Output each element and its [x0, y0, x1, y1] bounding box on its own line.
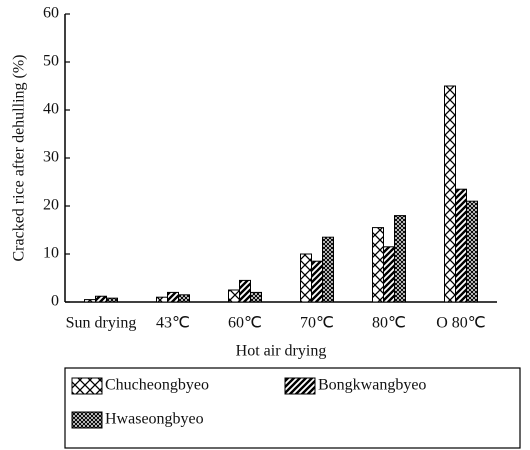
legend-label: Chucheongbyeo	[105, 377, 209, 394]
y-tick-label: 60	[43, 5, 59, 22]
bar	[322, 236, 334, 303]
x-tick-label: 60℃	[228, 315, 262, 332]
legend-swatch	[71, 377, 103, 395]
bar	[228, 289, 240, 303]
legend-box	[64, 367, 521, 449]
bar	[239, 279, 251, 303]
bar	[311, 260, 323, 303]
bar	[394, 215, 406, 303]
bar	[250, 291, 262, 303]
bar	[300, 253, 312, 303]
legend-swatch	[284, 377, 316, 395]
bar	[84, 299, 96, 303]
x-tick-label: 80℃	[372, 315, 406, 332]
y-tick-label: 20	[43, 197, 59, 214]
y-tick-label: 30	[43, 149, 59, 166]
bar	[444, 85, 456, 303]
y-tick-label: 40	[43, 101, 59, 118]
y-tick-label: 0	[51, 293, 59, 310]
bar	[383, 246, 395, 303]
x-tick-label: Sun drying	[66, 315, 137, 332]
y-tick-label: 10	[43, 245, 59, 262]
bar	[95, 295, 107, 303]
bar	[455, 188, 467, 303]
x-tick-label: O 80℃	[436, 315, 486, 332]
bar	[156, 296, 168, 303]
bar	[372, 227, 384, 303]
x-axis-title: Hot air drying	[236, 343, 327, 360]
legend-label: Bongkwangbyeo	[318, 377, 426, 394]
bar	[178, 294, 190, 303]
x-tick-label: 70℃	[300, 315, 334, 332]
bar	[466, 200, 478, 303]
x-tick-label: 43℃	[156, 315, 190, 332]
legend-label: Hwaseongbyeo	[105, 411, 204, 428]
legend-swatch	[71, 411, 103, 429]
bar	[167, 291, 179, 303]
y-axis-title: Cracked rice after dehulling (%)	[11, 54, 28, 261]
y-tick-label: 50	[43, 53, 59, 70]
bar	[106, 297, 118, 303]
